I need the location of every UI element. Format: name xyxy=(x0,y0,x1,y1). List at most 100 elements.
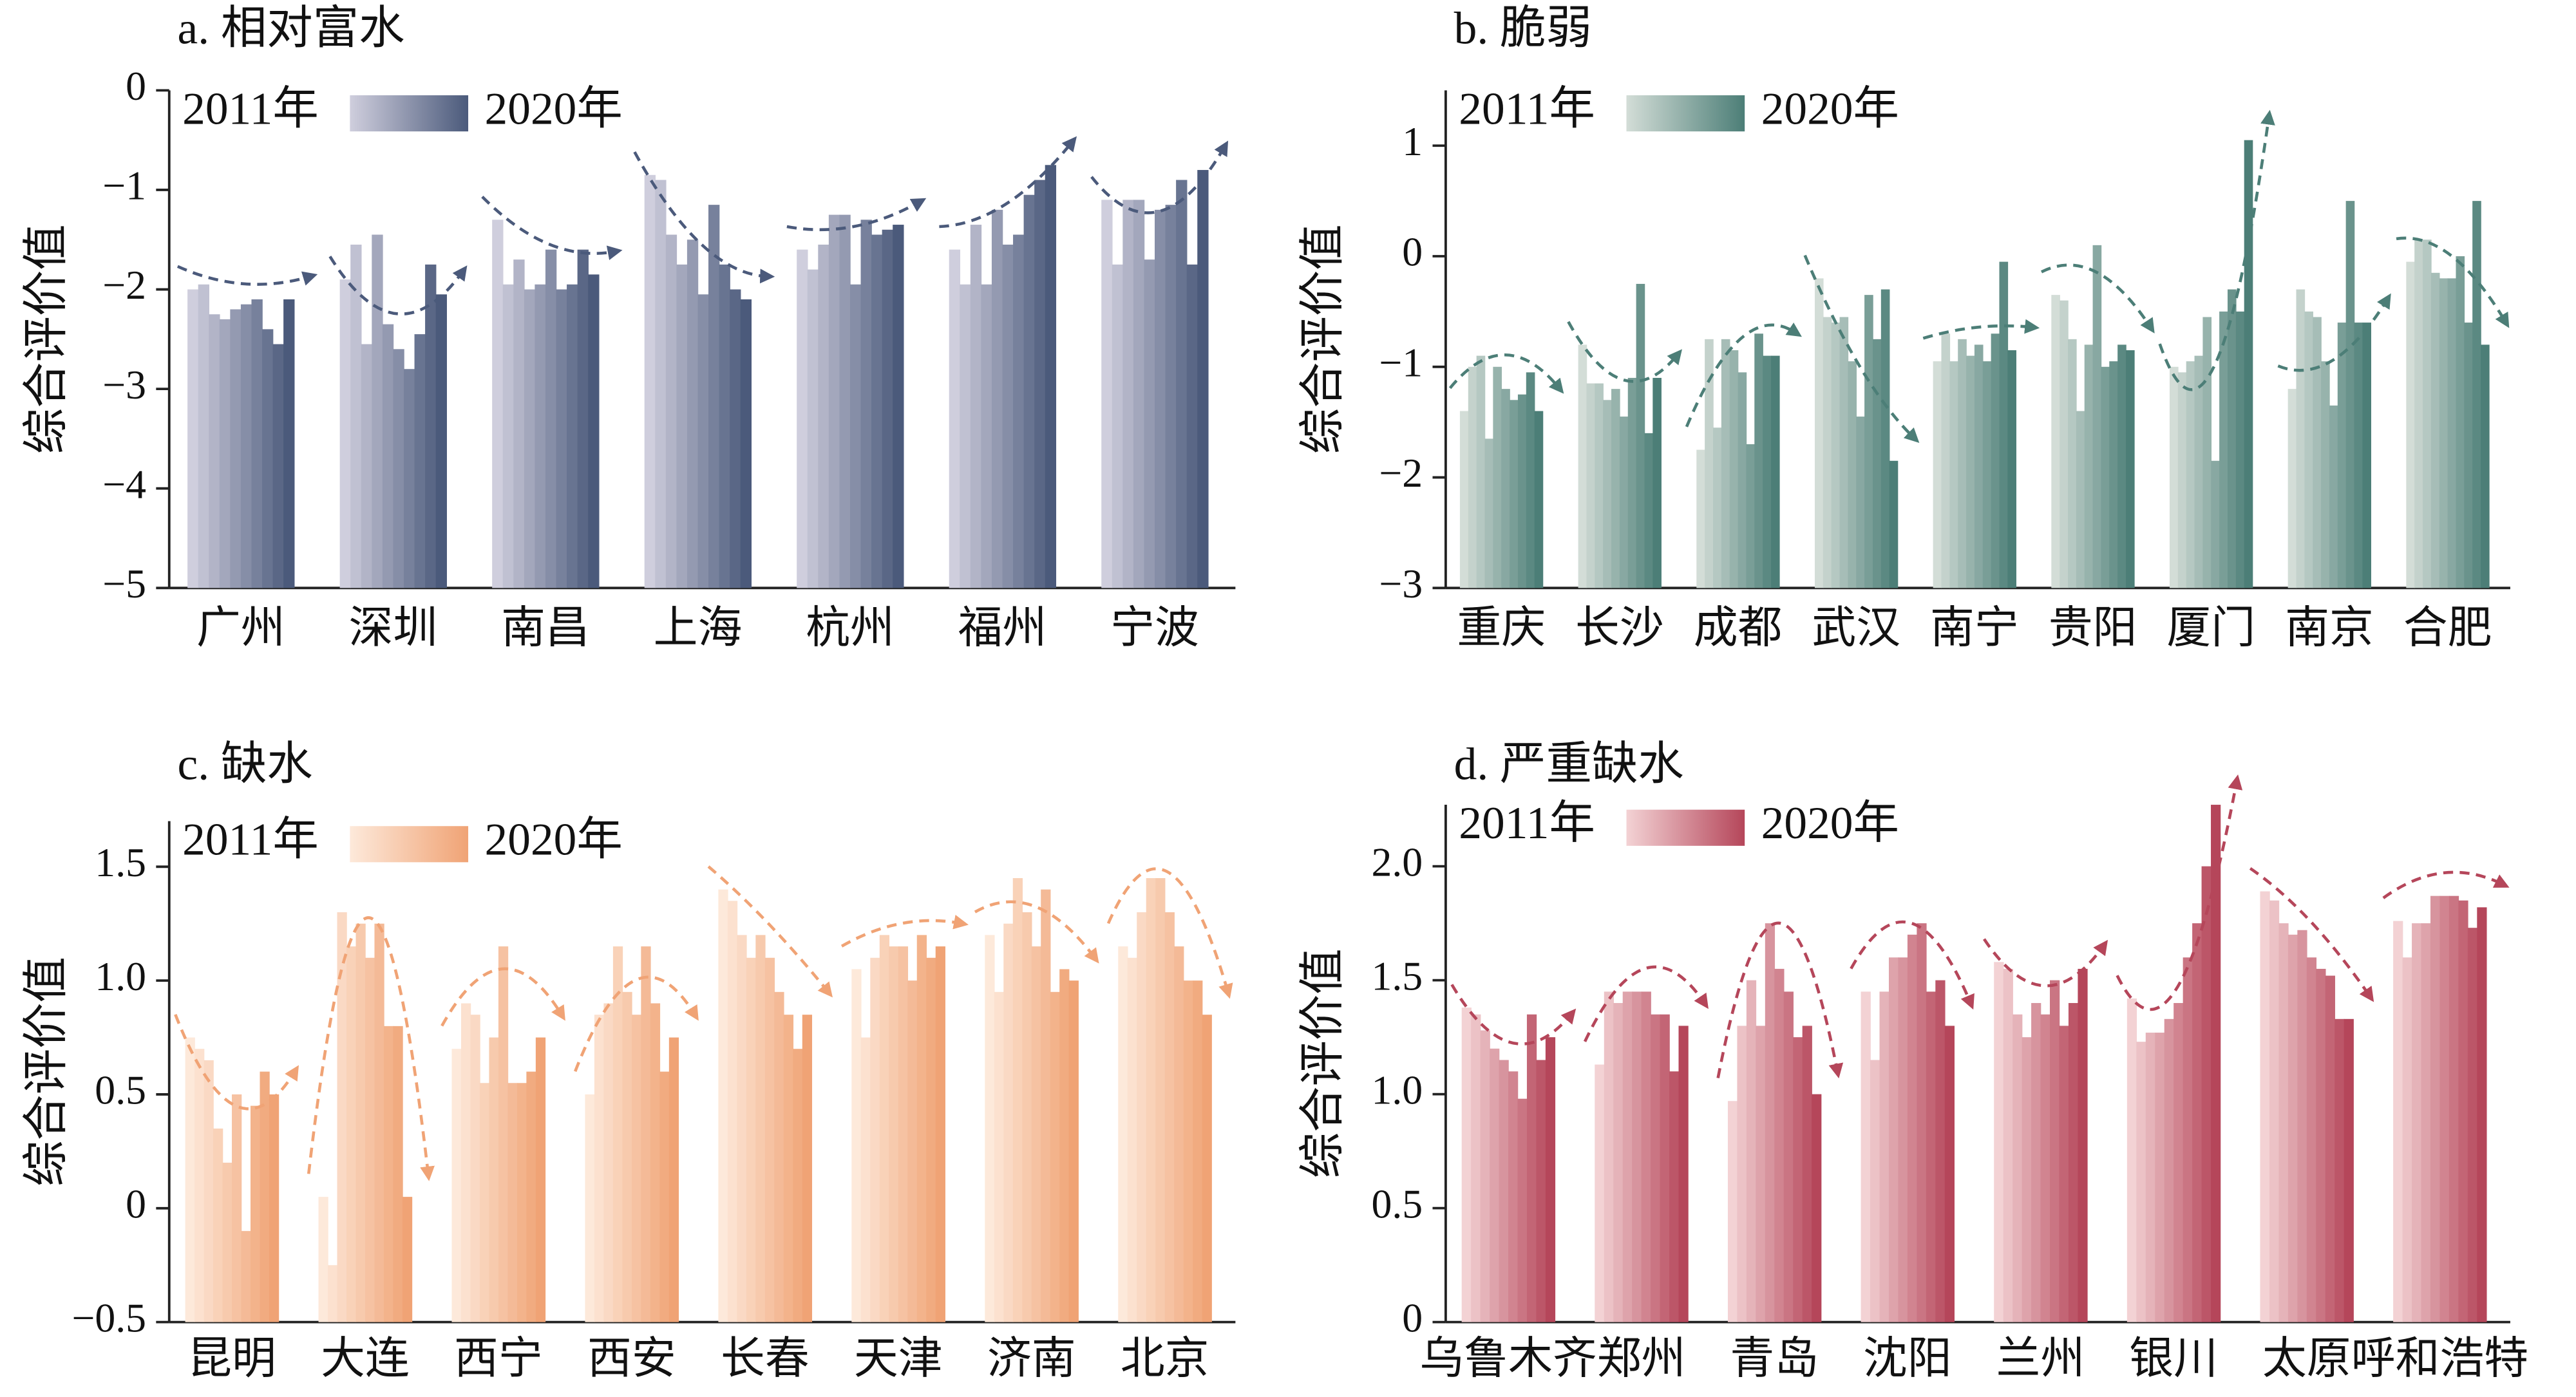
bar xyxy=(1174,946,1184,1322)
bar xyxy=(526,1071,536,1322)
y-axis-label: 综合评价值 xyxy=(1298,224,1349,454)
bar xyxy=(783,1015,794,1322)
bar xyxy=(2126,998,2137,1322)
bar xyxy=(535,284,546,588)
bar xyxy=(1622,991,1633,1322)
x-tick-label: 西安 xyxy=(587,1334,676,1383)
bar xyxy=(339,279,351,588)
bar xyxy=(1476,355,1486,588)
bar xyxy=(213,1129,223,1322)
bar xyxy=(251,299,263,588)
bar xyxy=(1848,361,1857,588)
bar xyxy=(2192,923,2202,1322)
y-tick-label: 1.5 xyxy=(1371,953,1423,999)
x-tick-label: 福州 xyxy=(958,603,1047,652)
bar xyxy=(1526,1014,1537,1322)
legend-label: 2011年 xyxy=(1459,798,1595,849)
bar xyxy=(818,244,829,588)
bar xyxy=(350,244,362,588)
bar xyxy=(1619,417,1629,588)
trend-arrow xyxy=(440,967,565,1027)
y-axis-label: 综合评价值 xyxy=(21,224,71,454)
bar xyxy=(2458,900,2468,1322)
bar xyxy=(594,1015,605,1322)
bar xyxy=(372,234,383,588)
x-tick-label: 广州 xyxy=(196,603,285,652)
bar xyxy=(535,1037,546,1322)
x-tick-label: 长春 xyxy=(721,1334,810,1383)
bar xyxy=(737,935,747,1322)
bar xyxy=(232,1094,242,1322)
bar xyxy=(2202,317,2212,588)
bar xyxy=(1889,460,1899,588)
trend-arrow xyxy=(1716,921,1844,1079)
x-tick-label: 南京 xyxy=(2285,603,2374,652)
bar xyxy=(2306,957,2317,1322)
bar xyxy=(1176,180,1188,588)
bar xyxy=(283,299,295,588)
trend-arrow xyxy=(176,265,318,286)
y-tick-label: 0.5 xyxy=(95,1067,146,1113)
bar xyxy=(1484,438,1494,588)
bar xyxy=(985,935,995,1322)
bar xyxy=(2345,201,2355,588)
bar xyxy=(403,369,415,588)
bar xyxy=(916,935,927,1322)
bar xyxy=(2393,921,2403,1322)
bar xyxy=(1517,1098,1528,1322)
y-tick-label: −4 xyxy=(102,461,146,507)
bar xyxy=(1705,339,1714,588)
bar xyxy=(2304,311,2313,588)
bar xyxy=(2109,361,2118,588)
bar xyxy=(871,234,883,588)
bar xyxy=(2060,300,2069,588)
bar xyxy=(622,991,632,1322)
bar xyxy=(755,935,766,1322)
trend-arrow xyxy=(2396,236,2510,328)
x-tick-label: 北京 xyxy=(1121,1334,1209,1383)
bar xyxy=(2297,930,2307,1322)
bar xyxy=(1738,372,1747,588)
bar xyxy=(1812,1094,1822,1322)
bar xyxy=(1595,383,1604,588)
bar xyxy=(802,1015,813,1322)
bar xyxy=(631,1015,642,1322)
panel-title: b. 脆弱 xyxy=(1454,3,1592,53)
legend-label: 2011年 xyxy=(1459,83,1595,134)
bar xyxy=(1935,980,1946,1322)
bar xyxy=(1127,957,1137,1322)
bar xyxy=(513,259,525,588)
bar xyxy=(719,264,730,588)
bar xyxy=(577,249,589,588)
bar xyxy=(318,1197,328,1322)
bar xyxy=(2287,934,2298,1322)
bar xyxy=(1146,877,1156,1322)
bar xyxy=(1814,278,1824,588)
bar xyxy=(185,1037,195,1322)
legend-swatch xyxy=(1626,809,1745,846)
bar xyxy=(187,289,199,588)
bar xyxy=(567,284,578,588)
bar xyxy=(2068,1003,2079,1322)
bar xyxy=(774,991,784,1322)
bar xyxy=(1632,991,1642,1322)
bar xyxy=(479,1083,490,1322)
bar xyxy=(2423,239,2432,588)
bar xyxy=(764,957,775,1322)
x-tick-label: 大连 xyxy=(321,1334,410,1383)
bar xyxy=(2012,1014,2023,1322)
x-tick-label: 合肥 xyxy=(2403,603,2492,652)
y-axis-label: 综合评价值 xyxy=(21,957,71,1186)
bar xyxy=(492,220,504,588)
bar xyxy=(2084,344,2094,588)
y-tick-label: −0.5 xyxy=(71,1295,146,1340)
trend-arrow xyxy=(1583,965,1709,1042)
x-tick-label: 深圳 xyxy=(349,603,438,652)
bar xyxy=(489,1037,499,1322)
bar xyxy=(2031,1003,2041,1322)
y-tick-label: −5 xyxy=(102,561,146,606)
trend-arrow xyxy=(2382,870,2510,899)
bar xyxy=(1586,383,1596,588)
y-tick-label: −3 xyxy=(102,362,146,408)
bar xyxy=(1907,934,1918,1322)
